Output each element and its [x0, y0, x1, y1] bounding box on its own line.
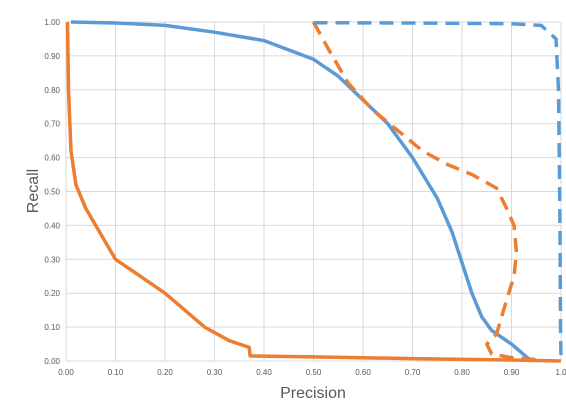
x-tick-label: 1.0 [555, 368, 566, 377]
y-tick-label: 0.20 [44, 289, 60, 298]
x-tick-label: 0.80 [454, 368, 470, 377]
y-tick-label: 0.50 [44, 188, 60, 197]
x-tick-label: 0.90 [504, 368, 520, 377]
series-line-3 [311, 21, 542, 362]
series [65, 20, 563, 363]
x-tick-label: 0.00 [58, 368, 74, 377]
y-tick-label: 0.30 [44, 255, 60, 264]
y-tick-label: 1.00 [44, 18, 60, 27]
x-tick-labels: 0.00 0.10 0.20 0.30 0.40 0.50 0.60 0.70 0.80 0.90… [58, 368, 566, 377]
y-axis-title: Recall [25, 169, 42, 213]
x-tick-label: 0.60 [355, 368, 371, 377]
y-tick-label: 0.80 [44, 86, 60, 95]
x-tick-label: 0.30 [207, 368, 223, 377]
y-tick-label: 0.40 [44, 221, 60, 230]
y-tick-label: 0.70 [44, 120, 60, 129]
y-tick-label: 0.00 [44, 357, 60, 366]
x-tick-label: 0.20 [157, 368, 173, 377]
x-tick-label: 0.50 [306, 368, 322, 377]
series-line-4 [313, 20, 563, 358]
y-tick-label: 0.10 [44, 323, 60, 332]
x-tick-label: 0.10 [108, 368, 124, 377]
gridlines [66, 21, 562, 361]
x-axis-title: Precision [280, 385, 346, 402]
y-tick-label: 0.60 [44, 154, 60, 163]
y-tick-labels: 0.00 0.10 0.20 0.30 0.40 0.50 0.60 0.70 0.80 0.90… [44, 18, 60, 366]
x-tick-label: 0.70 [405, 368, 421, 377]
y-tick-label: 0.90 [44, 52, 60, 61]
series-line-1 [70, 20, 533, 363]
series-line-2 [65, 21, 562, 363]
x-tick-label: 0.40 [256, 368, 272, 377]
